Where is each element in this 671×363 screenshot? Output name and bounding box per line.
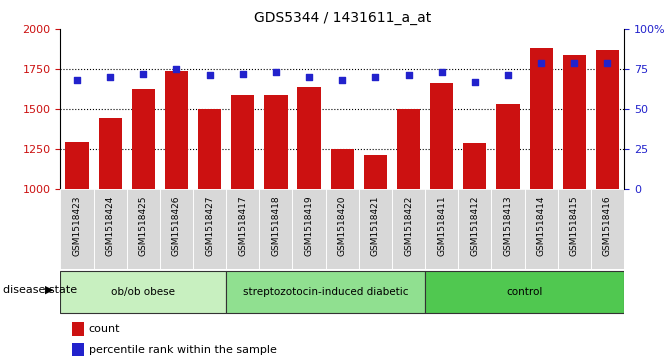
Point bbox=[503, 73, 513, 78]
Title: GDS5344 / 1431611_a_at: GDS5344 / 1431611_a_at bbox=[254, 11, 431, 25]
Text: ob/ob obese: ob/ob obese bbox=[111, 287, 175, 297]
Bar bbox=[392, 189, 425, 269]
Bar bbox=[525, 189, 558, 269]
Text: GSM1518414: GSM1518414 bbox=[537, 195, 546, 256]
Text: GSM1518420: GSM1518420 bbox=[338, 195, 347, 256]
Text: streptozotocin-induced diabetic: streptozotocin-induced diabetic bbox=[243, 287, 409, 297]
Bar bbox=[226, 189, 259, 269]
Text: control: control bbox=[507, 287, 543, 297]
Point bbox=[370, 74, 380, 80]
Bar bbox=[127, 189, 160, 269]
Point bbox=[105, 74, 115, 80]
Text: GSM1518418: GSM1518418 bbox=[271, 195, 280, 256]
Bar bbox=[65, 142, 89, 189]
Bar bbox=[99, 118, 121, 189]
Text: GSM1518412: GSM1518412 bbox=[470, 195, 479, 256]
Text: ▶: ▶ bbox=[45, 285, 54, 295]
Text: GSM1518425: GSM1518425 bbox=[139, 195, 148, 256]
Bar bbox=[425, 189, 458, 269]
Bar bbox=[397, 109, 420, 189]
Bar bbox=[458, 189, 491, 269]
Bar bbox=[231, 94, 254, 189]
Bar bbox=[497, 104, 519, 189]
Bar bbox=[226, 271, 425, 313]
Point bbox=[72, 77, 83, 83]
Bar bbox=[160, 189, 193, 269]
Point bbox=[436, 69, 447, 75]
Point bbox=[569, 60, 580, 65]
Bar bbox=[425, 271, 624, 313]
Point bbox=[270, 69, 281, 75]
Point bbox=[403, 73, 414, 78]
Text: disease state: disease state bbox=[3, 285, 77, 295]
Text: count: count bbox=[89, 324, 120, 334]
Text: GSM1518427: GSM1518427 bbox=[205, 195, 214, 256]
Text: GSM1518421: GSM1518421 bbox=[371, 195, 380, 256]
Bar bbox=[93, 189, 127, 269]
Bar bbox=[491, 189, 525, 269]
Bar bbox=[558, 189, 591, 269]
Bar bbox=[72, 322, 84, 336]
Bar bbox=[297, 86, 321, 189]
Bar bbox=[132, 89, 155, 189]
Bar bbox=[259, 189, 293, 269]
Text: GSM1518416: GSM1518416 bbox=[603, 195, 612, 256]
Bar bbox=[359, 189, 392, 269]
Bar bbox=[563, 54, 586, 189]
Text: GSM1518415: GSM1518415 bbox=[570, 195, 579, 256]
Bar bbox=[198, 109, 221, 189]
Point bbox=[535, 60, 546, 65]
Text: GSM1518424: GSM1518424 bbox=[105, 195, 115, 256]
Point bbox=[470, 79, 480, 85]
Bar bbox=[591, 189, 624, 269]
Text: GSM1518422: GSM1518422 bbox=[404, 195, 413, 256]
Point bbox=[602, 60, 613, 65]
Bar bbox=[463, 143, 486, 189]
Bar bbox=[331, 149, 354, 189]
Text: percentile rank within the sample: percentile rank within the sample bbox=[89, 345, 276, 355]
Point bbox=[138, 71, 149, 77]
Bar bbox=[60, 189, 93, 269]
Bar bbox=[264, 94, 287, 189]
Bar bbox=[430, 83, 454, 189]
Bar bbox=[325, 189, 359, 269]
Bar bbox=[165, 70, 188, 189]
Bar bbox=[293, 189, 325, 269]
Text: GSM1518423: GSM1518423 bbox=[72, 195, 81, 256]
Bar bbox=[364, 155, 387, 189]
Bar bbox=[529, 48, 553, 189]
Point bbox=[304, 74, 315, 80]
Bar bbox=[193, 189, 226, 269]
Bar bbox=[596, 50, 619, 189]
Point bbox=[238, 71, 248, 77]
Text: GSM1518419: GSM1518419 bbox=[305, 195, 313, 256]
Point bbox=[204, 73, 215, 78]
Bar bbox=[72, 343, 84, 356]
Text: GSM1518411: GSM1518411 bbox=[437, 195, 446, 256]
Point bbox=[337, 77, 348, 83]
Bar bbox=[60, 271, 226, 313]
Text: GSM1518413: GSM1518413 bbox=[503, 195, 513, 256]
Text: GSM1518417: GSM1518417 bbox=[238, 195, 247, 256]
Point bbox=[171, 66, 182, 72]
Text: GSM1518426: GSM1518426 bbox=[172, 195, 181, 256]
